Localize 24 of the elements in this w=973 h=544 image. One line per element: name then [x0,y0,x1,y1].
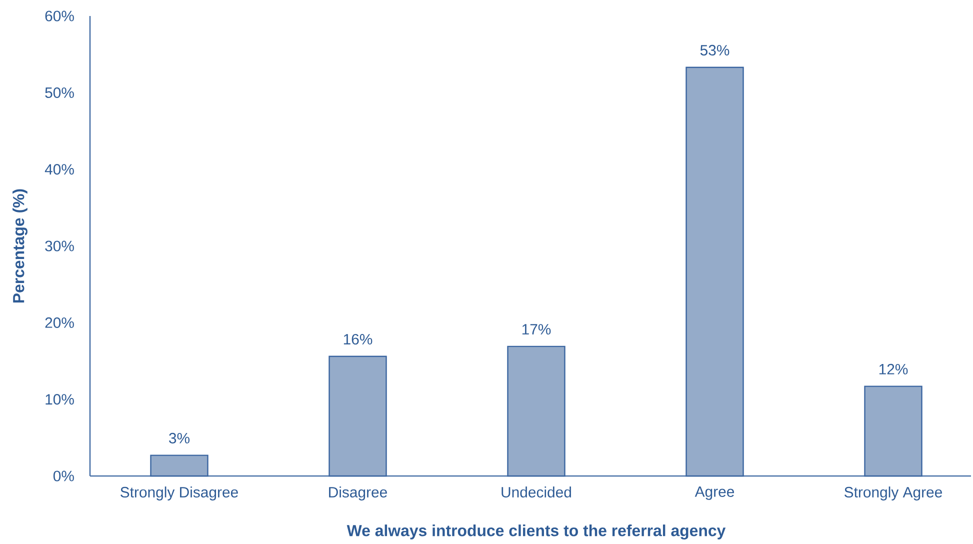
y-tick-label: 10% [46,394,74,405]
data-label: 17% [522,324,551,335]
bar [150,454,208,477]
data-label: 12% [879,364,908,374]
y-tick-label: 30% [45,240,74,252]
y-tick-label: 60% [45,10,74,22]
bar [864,386,922,477]
data-label: 16% [344,334,372,345]
x-tick-label: Agree [694,486,734,500]
bar [507,346,566,477]
y-tick-label: 40% [44,164,74,175]
y-tick-label: 0% [53,470,74,482]
x-tick-label: Undecided [502,486,571,498]
x-axis-title: We always introduce clients to the referral agency [346,524,726,540]
x-tick-label: Strongly Agree [844,486,942,500]
y-tick-label: 50% [45,87,74,98]
y-axis-title: Percentage (%) [12,189,28,303]
data-label: 53% [700,44,730,56]
bar [686,66,744,477]
data-label: 3% [169,432,190,444]
x-tick-label: Strongly Disagree [120,486,238,500]
x-tick-label: Disagree [329,486,387,500]
bar [328,356,387,477]
y-tick-label: 20% [45,317,74,328]
